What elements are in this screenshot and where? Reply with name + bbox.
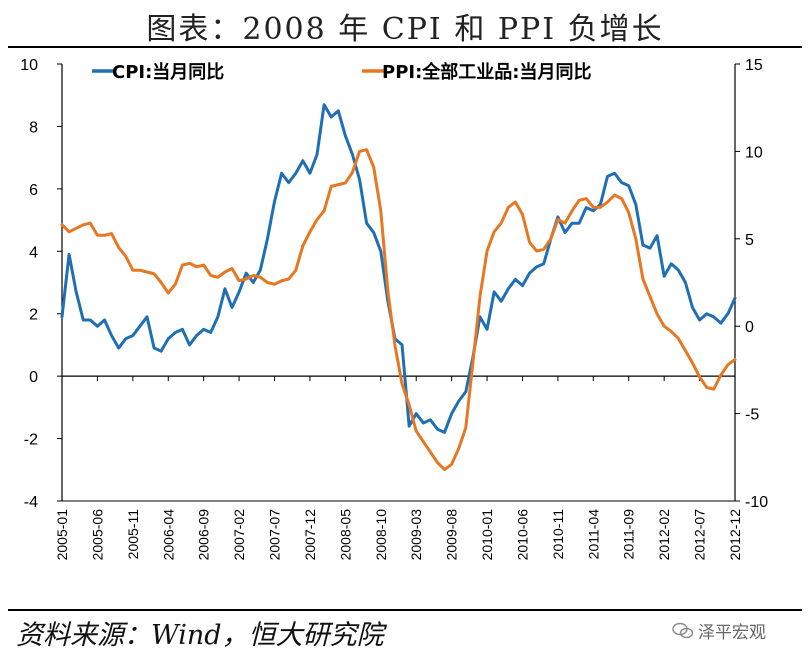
chart-title: 图表：2008 年 CPI 和 PPI 负增长 — [146, 12, 664, 47]
y-right-tick-label: 15 — [745, 57, 763, 74]
x-tick-label: 2012-12 — [727, 509, 743, 561]
footer-divider — [8, 609, 802, 611]
y-right-tick-label: -10 — [745, 494, 768, 511]
legend-ppi-label: PPI:全部工业品:当月同比 — [382, 61, 591, 83]
y-right-tick-label: 5 — [745, 232, 754, 249]
y-right-tick-label: 10 — [745, 144, 763, 161]
x-tick-label: 2012-02 — [656, 509, 672, 561]
watermark: 泽平宏观 — [672, 618, 766, 643]
y-left-tick-label: 4 — [29, 244, 38, 261]
legend: CPI:当月同比 PPI:全部工业品:当月同比 — [92, 61, 591, 83]
y-left-tick-label: 6 — [29, 182, 38, 199]
watermark-text: 泽平宏观 — [698, 623, 766, 643]
y-left-tick-label: 8 — [29, 119, 38, 136]
legend-cpi-label: CPI:当月同比 — [112, 61, 224, 83]
axes-group: -4 -2 0 2 4 6 8 10 -10 -5 0 5 10 15 2005-01 2005-06 2005… — [20, 57, 768, 560]
x-tick-label: 2006-04 — [160, 509, 176, 561]
x-tick-label: 2007-07 — [267, 509, 283, 561]
x-tick-label: 2007-12 — [302, 509, 318, 561]
source-note: 资料来源：Wind，恒大研究院 — [16, 620, 384, 651]
y-left-tick-label: -4 — [24, 494, 38, 511]
x-tick-label: 2009-08 — [444, 509, 460, 561]
y-left-tick-label: 10 — [20, 57, 38, 74]
x-tick-label: 2010-01 — [479, 509, 495, 561]
y-right-tick-label: -5 — [745, 407, 759, 424]
x-tick-label: 2006-09 — [196, 509, 212, 561]
y-left-tick-label: -2 — [24, 432, 38, 449]
x-tick-label: 2011-09 — [621, 509, 637, 560]
title-divider — [8, 46, 802, 48]
x-tick-label: 2010-11 — [550, 509, 566, 560]
y-right-tick-label: 0 — [745, 319, 754, 336]
x-tick-label: 2005-01 — [54, 509, 70, 561]
x-tick-label: 2007-02 — [231, 509, 247, 561]
x-tick-label: 2010-06 — [514, 509, 530, 561]
ppi-series-line — [60, 148, 737, 472]
cpi-series-line — [60, 103, 737, 434]
x-tick-label: 2011-04 — [585, 509, 601, 560]
x-tick-label: 2008-05 — [337, 509, 353, 561]
x-tick-label: 2009-03 — [408, 509, 424, 561]
series-group — [60, 103, 737, 472]
wechat-icon — [672, 622, 694, 638]
x-tick-label: 2012-07 — [692, 509, 708, 561]
x-tick-label: 2005-11 — [125, 509, 141, 560]
y-left-tick-label: 2 — [29, 307, 38, 324]
line-chart: -4 -2 0 2 4 6 8 10 -10 -5 0 5 10 15 2005-01 2005-06 2005… — [20, 57, 768, 560]
x-tick-label: 2005-06 — [89, 509, 105, 561]
y-left-tick-label: 0 — [29, 369, 38, 386]
x-tick-label: 2008-10 — [373, 509, 389, 561]
